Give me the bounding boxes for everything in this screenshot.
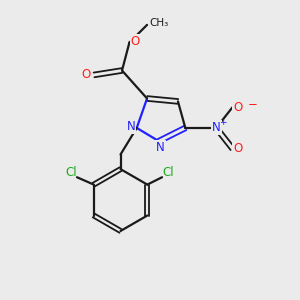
- Text: O: O: [81, 68, 90, 81]
- Text: −: −: [248, 98, 258, 111]
- Text: N: N: [127, 120, 135, 133]
- Text: N: N: [212, 122, 220, 134]
- Text: CH₃: CH₃: [149, 17, 169, 28]
- Text: N: N: [156, 141, 165, 154]
- Text: +: +: [219, 118, 226, 127]
- Text: Cl: Cl: [162, 166, 174, 179]
- Text: O: O: [131, 34, 140, 48]
- Text: O: O: [233, 142, 242, 155]
- Text: Cl: Cl: [65, 166, 77, 179]
- Text: O: O: [233, 101, 242, 114]
